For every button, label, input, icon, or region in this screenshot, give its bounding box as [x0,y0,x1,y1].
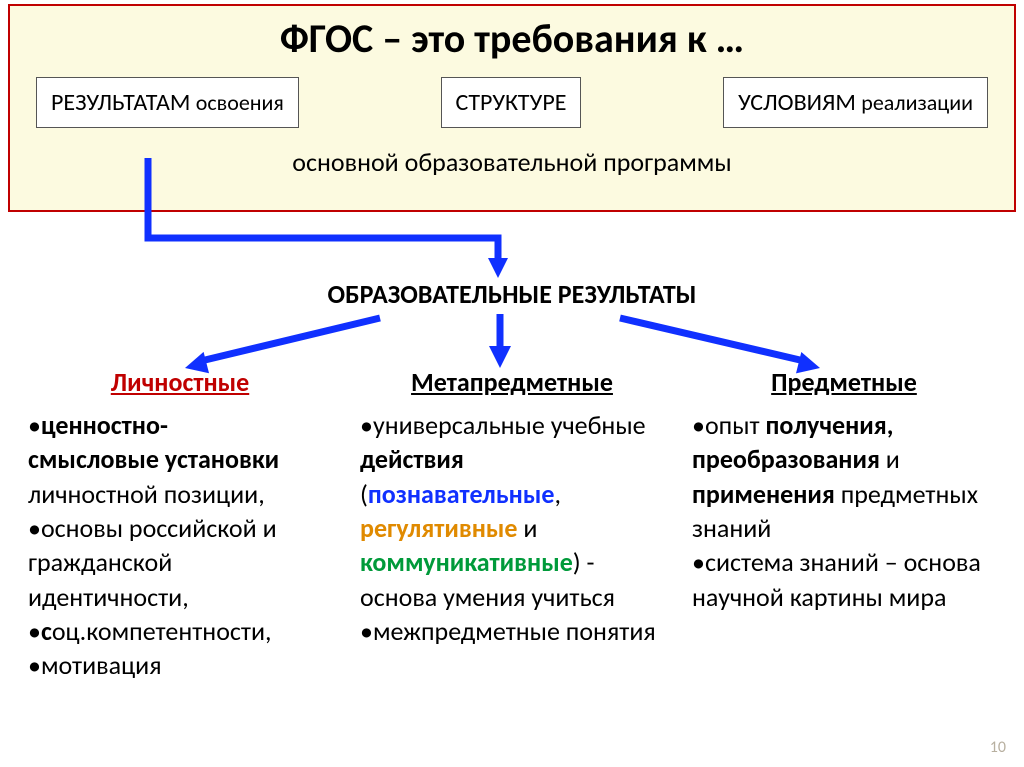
c2-communicative: коммуникативные [360,546,573,578]
box-conditions: УСЛОВИЯМ реализации [723,77,988,128]
col2-head: Метапредметные [360,366,664,398]
box-structure: СТРУКТУРЕ [441,77,582,128]
col2-body: •универсальные учебные действия (познава… [360,408,664,648]
box3-main: УСЛОВИЯМ [738,88,861,117]
col1-head: Личностные [28,366,332,398]
col3-head: Предметные [692,366,996,398]
c1-l3b: оц.компетентности, [52,615,272,647]
top-panel: ФГОС – это требования к … РЕЗУЛЬТАТАМ ос… [8,4,1016,212]
c2-l1e: , [554,478,561,510]
c3-l1c: и [880,443,900,475]
c1-l1c: личностной позиции, [28,478,265,510]
c2-l1b: действия [360,443,464,475]
c1-l3a: с [41,615,52,647]
sub-line: основной образовательной программы [30,146,994,178]
col-subject: Предметные •опыт получения, преобразован… [692,366,996,683]
c2-cognitive: познавательные [368,478,555,510]
c2-l2a: межпредметные понятия [373,615,656,647]
c3-l1a: опыт [705,409,766,441]
c2-l1a: универсальные учебные [373,409,646,441]
c2-l1c: ( [360,478,368,510]
c3-l2a: система знаний – основа научной картины … [692,546,981,612]
main-title: ФГОС – это требования к … [30,14,994,63]
col1-body: •ценностно- смысловые установки личностн… [28,408,332,683]
box2-text: СТРУКТУРЕ [456,88,567,117]
col-personal: Личностные •ценностно- смысловые установ… [28,366,332,683]
columns: Личностные •ценностно- смысловые установ… [28,366,996,683]
col3-body: •опыт получения, преобразования и примен… [692,408,996,614]
c2-regulative: регулятивные [360,512,518,544]
box1-sub: освоения [196,89,284,116]
page-number: 10 [990,738,1006,757]
c1-l1b: смысловые установки [28,443,279,475]
box-results: РЕЗУЛЬТАТАМ освоения [36,77,299,128]
c1-l2a: основы российской и гражданской идентичн… [28,512,277,613]
boxes-row: РЕЗУЛЬТАТАМ освоения СТРУКТУРЕ УСЛОВИЯМ … [30,77,994,128]
c1-l4a: мотивация [41,649,162,681]
results-title: ОБРАЗОВАТЕЛЬНЫЕ РЕЗУЛЬТАТЫ [0,278,1024,310]
c1-l1a: ценностно- [41,409,168,441]
col-meta: Метапредметные •универсальные учебные де… [360,366,664,683]
c3-l1d: применения [692,478,835,510]
c2-l1g: и [518,512,538,544]
box1-main: РЕЗУЛЬТАТАМ [51,88,196,117]
box3-sub: реализации [861,89,973,116]
